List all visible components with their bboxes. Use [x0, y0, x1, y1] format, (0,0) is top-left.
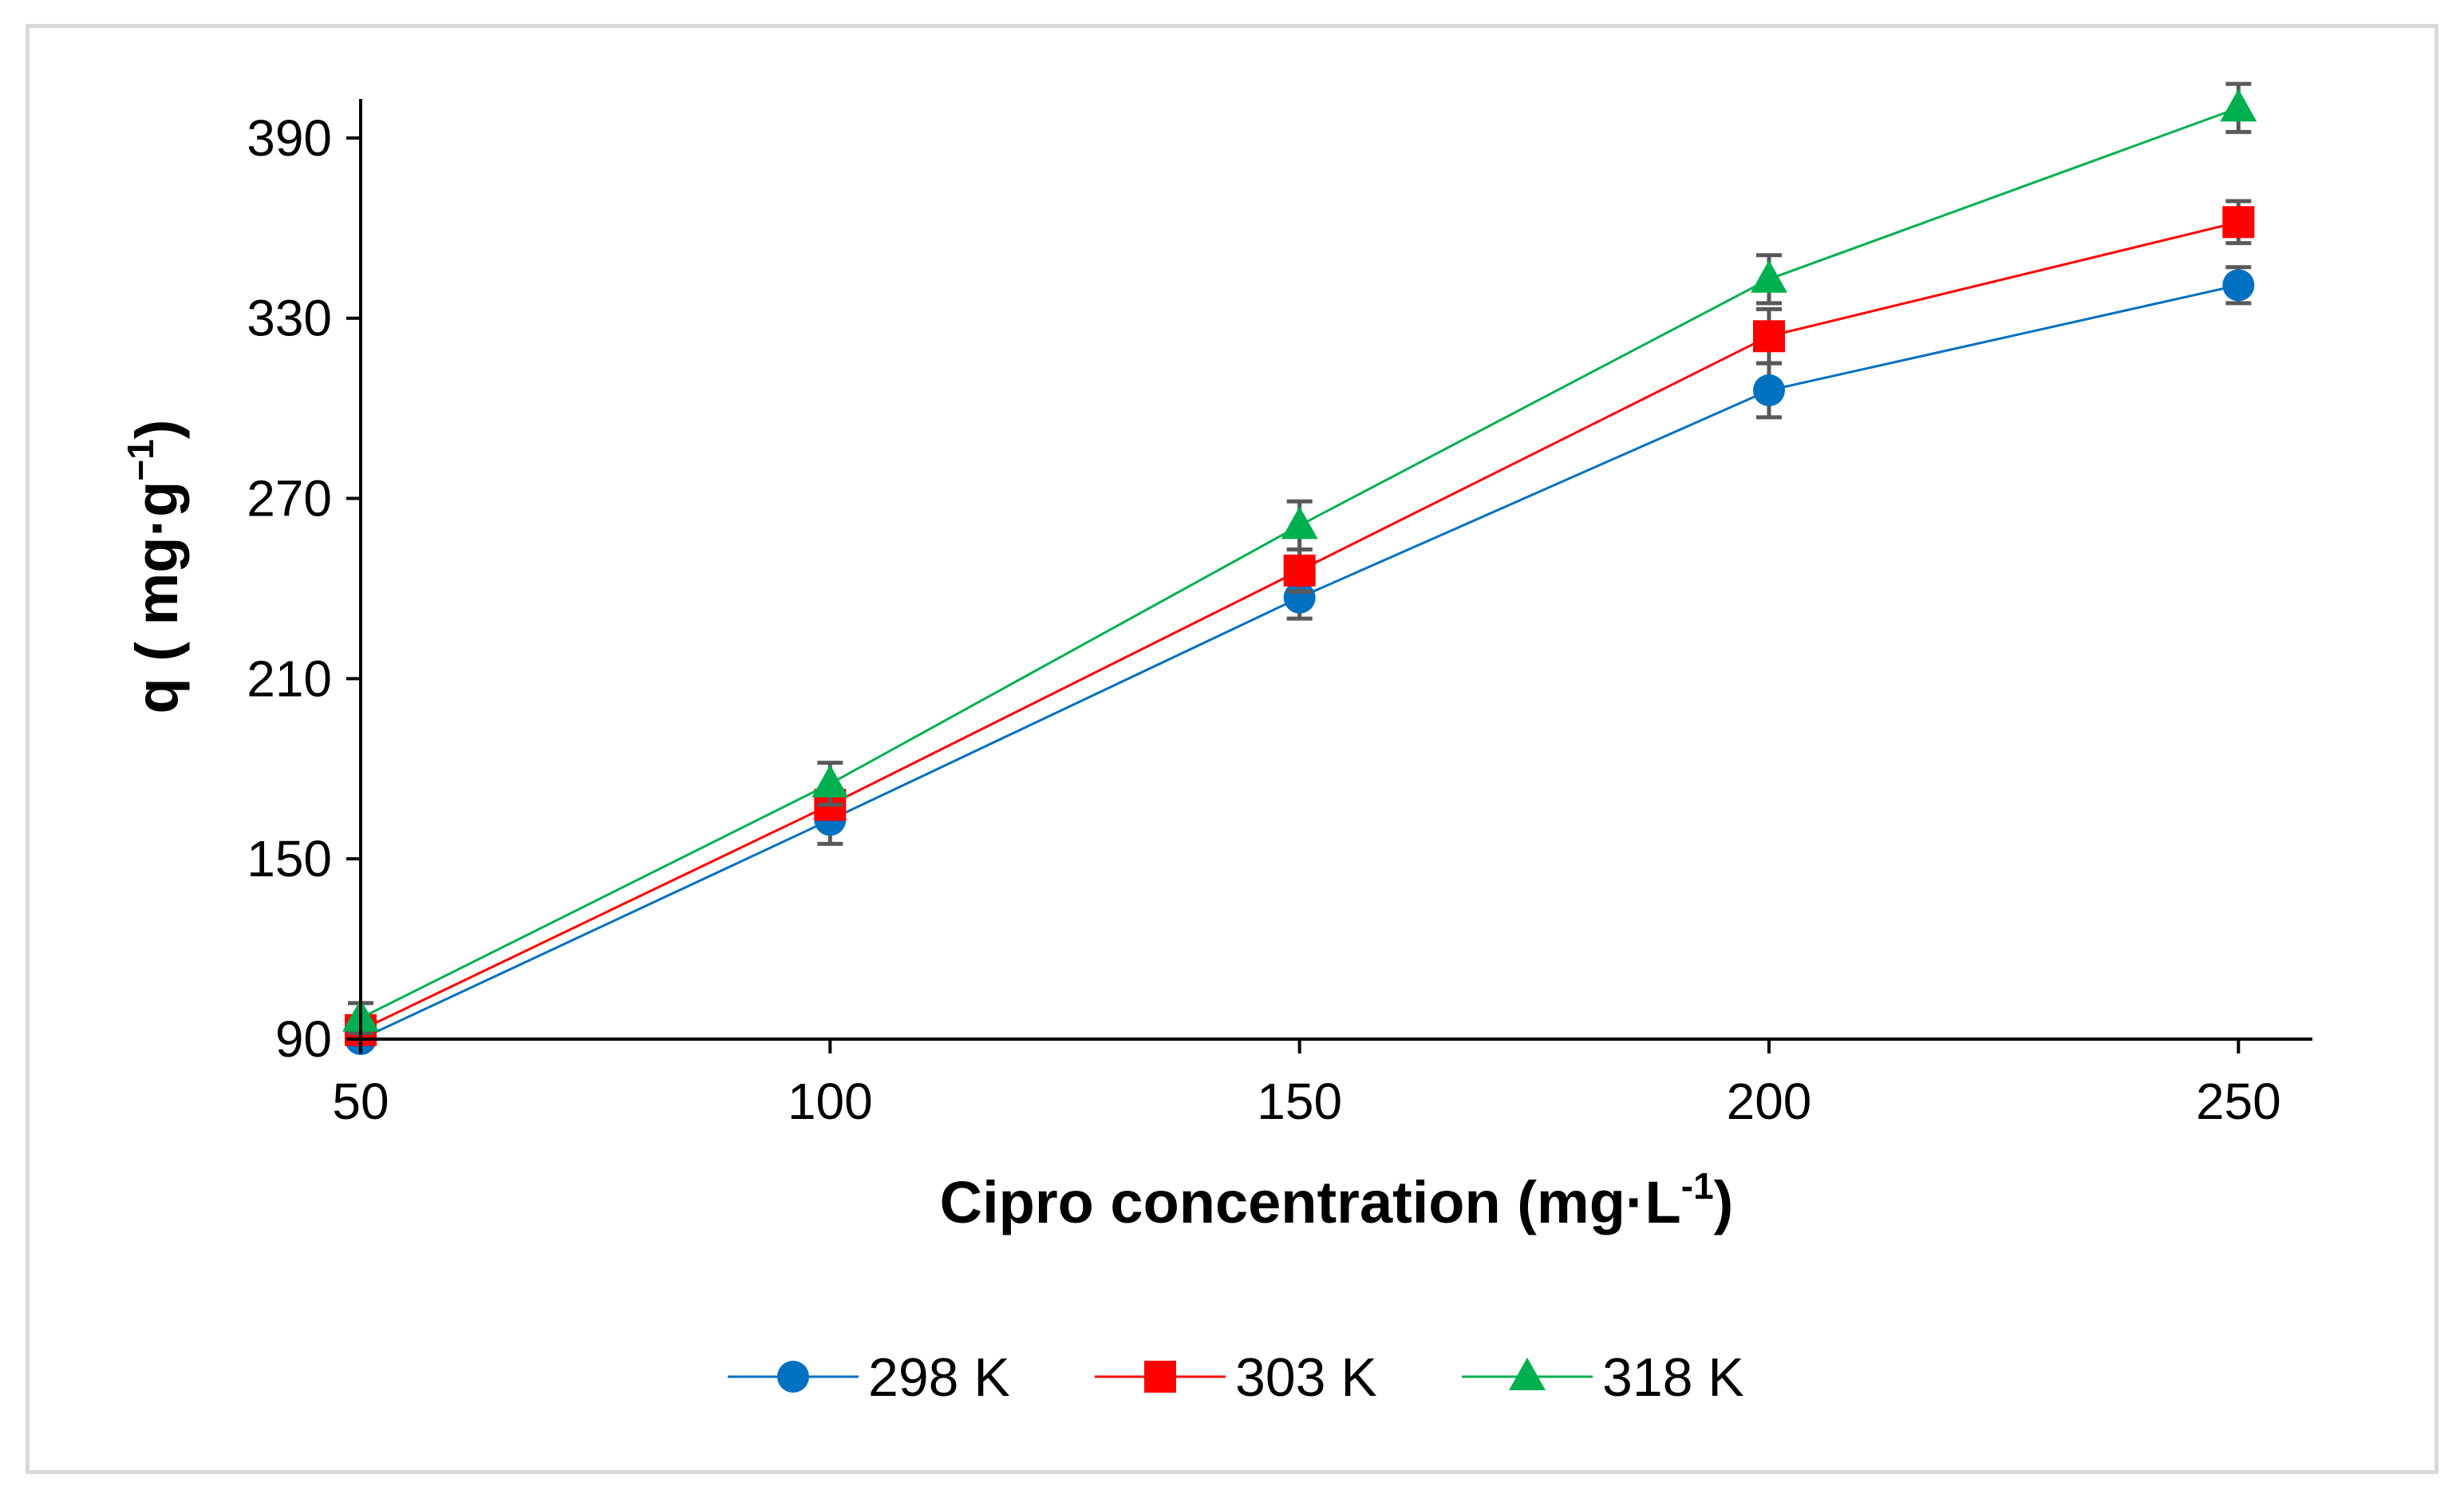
y-axis-title-end: ) [124, 420, 190, 440]
legend-marker [777, 1361, 809, 1393]
x-axis-title-sup: -1 [1681, 1165, 1714, 1207]
data-point [1751, 259, 1787, 293]
legend-label: 303 K [1235, 1347, 1377, 1408]
data-point [2220, 89, 2257, 122]
x-axis-title: Cipro concentration (mg·L-1) [940, 1165, 1734, 1235]
x-axis-title-end: ) [1714, 1169, 1734, 1235]
x-tick-label: 250 [2196, 1073, 2281, 1130]
legend-label: 318 K [1602, 1347, 1744, 1408]
chart-frame [26, 24, 2438, 1474]
y-axis-title-sup: −1 [120, 439, 161, 480]
y-axis-title: q ( mg·g−1) [120, 420, 190, 714]
legend: 298 K 303 K 318 K [728, 1347, 1744, 1408]
legend-label: 298 K [868, 1347, 1010, 1408]
y-tick-label: 90 [275, 1010, 332, 1068]
y-tick-label: 150 [247, 830, 332, 887]
data-point [2222, 269, 2255, 302]
data-point [1281, 506, 1318, 540]
series-303-k [345, 199, 2255, 1046]
y-tick-label: 390 [247, 109, 332, 167]
series-line [360, 283, 2239, 1041]
y-tick-label: 270 [247, 470, 332, 528]
y-axis-title-main: q ( mg·g [124, 481, 190, 714]
data-point [1753, 320, 1785, 353]
x-tick-label: 200 [1727, 1073, 1812, 1130]
series-line [360, 220, 2239, 1032]
x-tick-label: 150 [1257, 1073, 1342, 1130]
x-ticks: 50 100 150 200 250 [332, 1039, 2281, 1130]
data-point [1753, 374, 1785, 407]
series-298-k [345, 265, 2255, 1055]
y-ticks: 90 150 210 270 330 390 [247, 109, 361, 1068]
legend-marker [1144, 1361, 1176, 1393]
legend-marker [1509, 1358, 1546, 1390]
x-axis-title-main: Cipro concentration (mg·L [940, 1169, 1681, 1235]
data-point [2222, 206, 2255, 239]
x-tick-label: 100 [788, 1073, 873, 1130]
data-point [1283, 554, 1316, 587]
y-tick-label: 210 [247, 650, 332, 707]
data-point [811, 765, 849, 798]
plot-area [342, 81, 2257, 1055]
x-tick-label: 50 [332, 1073, 389, 1130]
y-tick-label: 330 [247, 290, 332, 347]
